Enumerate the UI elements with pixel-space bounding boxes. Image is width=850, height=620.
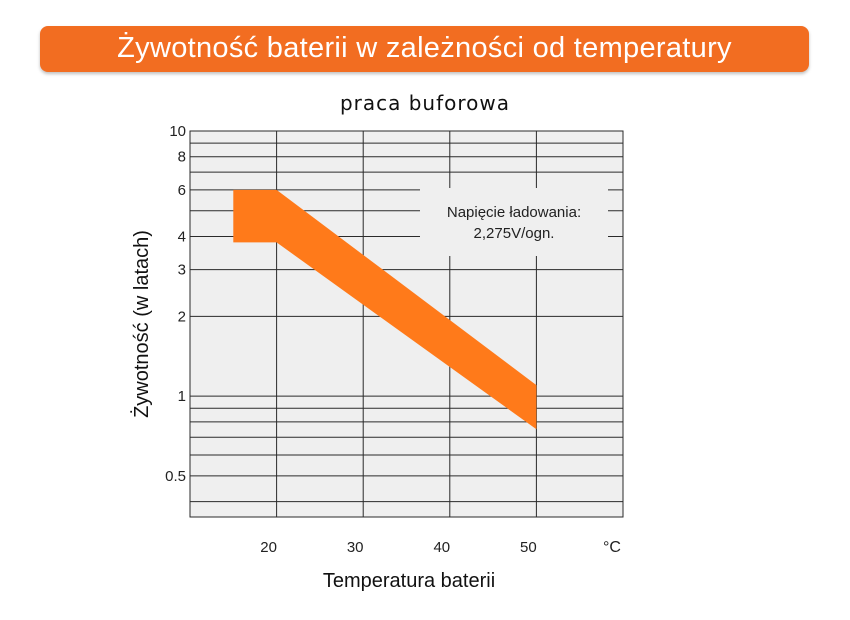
series-band — [233, 189, 537, 430]
chart-title: praca buforowa — [339, 91, 511, 115]
y-tick-label: 6 — [178, 182, 186, 199]
x-tick-label: 20 — [260, 539, 277, 556]
plot-frame — [189, 130, 624, 518]
annotation-line1: Napięcie ładowania: — [447, 204, 581, 221]
title-banner: Żywotność baterii w zależności od temper… — [40, 26, 809, 72]
y-tick-label: 8 — [178, 149, 186, 166]
x-tick-label: 50 — [520, 539, 537, 556]
y-tick-label: 4 — [178, 229, 186, 246]
x-tick-label: 40 — [433, 539, 450, 556]
x-tick-label: 30 — [347, 539, 364, 556]
annotation: Napięcie ładowania: 2,275V/ogn. — [420, 188, 608, 256]
y-tick-label: 2 — [178, 308, 186, 325]
y-tick-labels: 0.5 1 2 3 4 6 8 10 — [165, 123, 186, 485]
annotation-line2: 2,275V/ogn. — [474, 225, 555, 242]
y-axis-label: Żywotność (w latach) — [130, 230, 153, 418]
y-tick-label: 3 — [178, 262, 186, 279]
x-tick-labels: 20 30 40 50 — [260, 539, 536, 556]
annotation-background — [420, 188, 608, 256]
x-unit-label: °C — [603, 539, 621, 556]
banner-title: Żywotność baterii w zależności od temper… — [117, 32, 732, 64]
series-bands — [233, 189, 537, 430]
y-tick-label: 0.5 — [165, 468, 186, 485]
y-tick-label: 10 — [169, 123, 186, 140]
y-tick-label: 1 — [178, 388, 186, 405]
x-axis-label: Temperatura baterii — [323, 570, 495, 592]
